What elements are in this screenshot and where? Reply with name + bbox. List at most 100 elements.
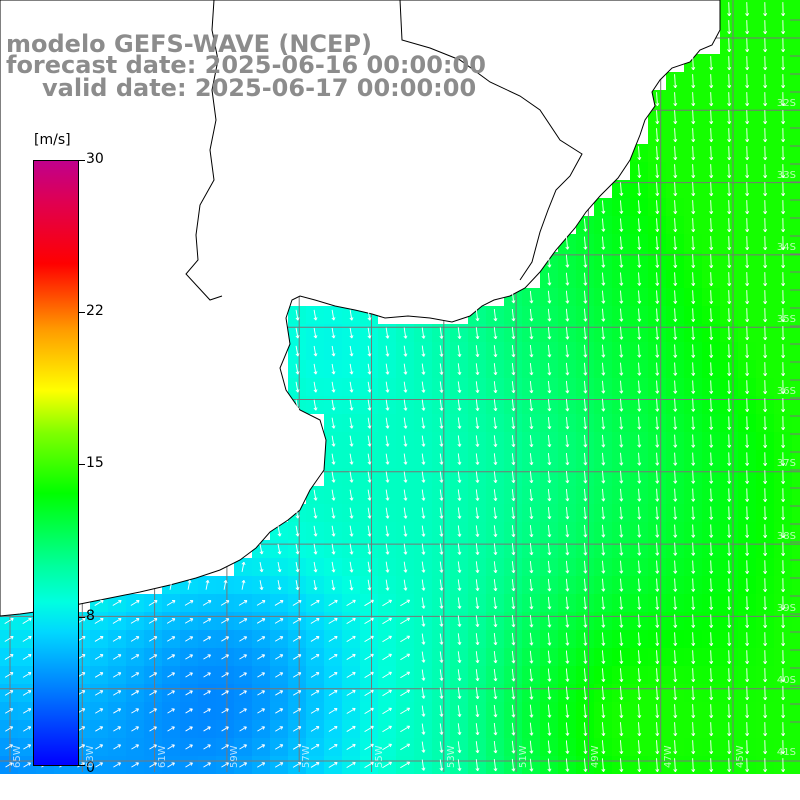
- wind-arrow: [619, 416, 624, 430]
- wind-arrow: [475, 597, 480, 609]
- wind-arrow: [637, 290, 642, 304]
- wind-arrow: [619, 182, 624, 196]
- wind-arrow: [313, 489, 318, 501]
- wind-arrow: [94, 636, 104, 642]
- wind-arrow: [295, 543, 300, 555]
- wind-arrow: [275, 672, 284, 678]
- wind-cell: [792, 126, 800, 144]
- wind-arrow: [367, 561, 372, 573]
- wind-arrow: [655, 200, 660, 215]
- wind-arrow: [655, 416, 660, 430]
- wind-arrow: [673, 272, 678, 286]
- wind-arrow: [709, 542, 714, 556]
- wind-arrow: [709, 110, 714, 125]
- wind-arrow: [691, 272, 696, 287]
- wind-arrow: [727, 20, 732, 35]
- wind-arrow: [331, 363, 336, 375]
- wind-arrow: [565, 308, 570, 322]
- wind-arrow: [547, 435, 552, 448]
- wind-arrow: [421, 471, 426, 483]
- wind-arrow: [601, 290, 606, 304]
- wind-arrow: [421, 435, 426, 447]
- wind-arrow: [709, 326, 714, 340]
- wind-arrow: [421, 417, 426, 429]
- wind-arrow: [763, 20, 768, 35]
- wind-arrow: [112, 599, 122, 606]
- wind-arrow: [349, 525, 354, 537]
- wind-arrow: [185, 636, 194, 642]
- wind-arrow: [385, 327, 390, 339]
- wind-arrow: [421, 723, 426, 735]
- wind-arrow: [691, 380, 696, 394]
- wind-arrow: [709, 254, 714, 269]
- colorbar-tick-30: 30: [86, 151, 104, 167]
- wind-arrow: [781, 290, 786, 305]
- wind-arrow: [673, 596, 678, 610]
- wind-arrow: [619, 560, 624, 574]
- wind-arrow: [565, 416, 570, 430]
- wind-arrow: [113, 708, 122, 714]
- wind-arrow: [619, 632, 624, 646]
- wind-arrow: [781, 668, 786, 683]
- wind-arrow: [130, 636, 140, 642]
- wind-arrow: [601, 650, 606, 664]
- wind-arrow: [637, 254, 642, 268]
- wind-arrow: [511, 722, 516, 736]
- wind-arrow: [745, 182, 750, 197]
- wind-arrow: [310, 636, 320, 642]
- wind-arrow: [364, 653, 374, 661]
- wind-arrow: [583, 416, 588, 430]
- wind-arrow: [601, 362, 606, 376]
- wind-arrow: [763, 614, 768, 629]
- wind-arrow: [439, 453, 444, 465]
- wind-arrow: [493, 579, 498, 592]
- wind-arrow: [475, 759, 480, 772]
- wind-arrow: [745, 758, 750, 773]
- wind-arrow: [349, 381, 354, 393]
- wind-cell: [792, 522, 800, 540]
- wind-arrow: [655, 722, 660, 737]
- wind-cell: [792, 342, 800, 360]
- wind-arrow: [400, 707, 411, 715]
- wind-arrow: [221, 744, 229, 750]
- wind-arrow: [763, 524, 768, 538]
- colorbar-tick-22: 22: [86, 303, 104, 319]
- wind-arrow: [400, 689, 411, 697]
- wind-arrow: [709, 740, 714, 755]
- wind-arrow: [745, 290, 750, 305]
- wind-arrow: [637, 452, 642, 466]
- wind-arrow: [727, 38, 732, 53]
- wind-arrow: [637, 236, 642, 250]
- wind-arrow: [439, 651, 444, 663]
- wind-arrow: [601, 344, 606, 358]
- wind-arrow: [619, 686, 624, 701]
- wind-cell: [792, 198, 800, 216]
- wind-arrow: [292, 636, 302, 642]
- lon-label: 51W: [518, 745, 529, 768]
- wind-cell: [792, 738, 800, 756]
- wind-arrow: [583, 326, 588, 340]
- wind-arrow: [364, 635, 374, 643]
- wind-arrow: [745, 200, 750, 215]
- wind-arrow: [637, 272, 642, 286]
- wind-arrow: [547, 758, 552, 772]
- wind-arrow: [439, 399, 444, 411]
- wind-arrow: [583, 488, 588, 502]
- wind-arrow: [583, 272, 588, 286]
- wind-arrow: [367, 507, 372, 519]
- wind-arrow: [439, 615, 444, 627]
- wind-arrow: [475, 741, 480, 754]
- wind-arrow: [328, 653, 338, 660]
- wind-arrow: [457, 543, 462, 555]
- lon-label: 59W: [229, 745, 240, 768]
- wind-arrow: [475, 633, 480, 646]
- wind-arrow: [781, 38, 786, 53]
- wind-arrow: [655, 308, 660, 322]
- wind-arrow: [131, 690, 140, 696]
- wind-arrow: [763, 308, 768, 323]
- coastline: [0, 0, 721, 617]
- wind-arrow: [709, 362, 714, 376]
- wind-arrow: [781, 182, 786, 197]
- wind-arrow: [673, 110, 678, 125]
- wind-arrow: [257, 654, 266, 660]
